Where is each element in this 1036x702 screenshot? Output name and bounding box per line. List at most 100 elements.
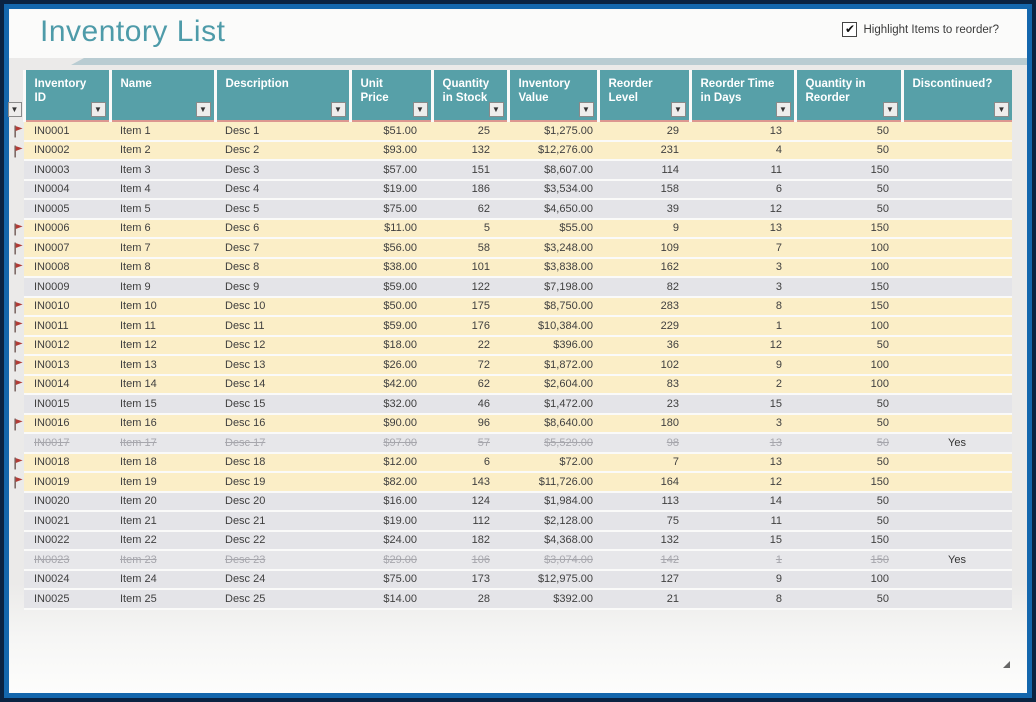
cell-qty-in-stock[interactable]: 173 (432, 569, 508, 590)
cell-discontinued[interactable] (902, 238, 1012, 259)
cell-reorder-time[interactable]: 13 (690, 121, 795, 142)
cell-reorder-time[interactable]: 1 (690, 316, 795, 337)
cell-reorder-time[interactable]: 8 (690, 296, 795, 317)
cell-inventory-id[interactable]: IN0007 (24, 238, 110, 259)
cell-description[interactable]: Desc 3 (215, 160, 350, 181)
cell-reorder-level[interactable]: 142 (598, 550, 690, 571)
cell-reorder-time[interactable]: 15 (690, 394, 795, 415)
cell-name[interactable]: Item 1 (110, 121, 215, 142)
filter-dropdown[interactable]: ▼ (330, 102, 346, 117)
cell-inventory-value[interactable]: $4,650.00 (508, 199, 598, 220)
cell-inventory-value[interactable]: $3,534.00 (508, 179, 598, 200)
cell-unit-price[interactable]: $19.00 (350, 179, 432, 200)
cell-name[interactable]: Item 24 (110, 569, 215, 590)
filter-dropdown[interactable]: ▼ (670, 102, 686, 117)
cell-discontinued[interactable] (902, 394, 1012, 415)
column-header-reorder-level[interactable]: Reorder Level ▼ (598, 70, 692, 122)
cell-qty-in-reorder[interactable]: 50 (795, 140, 902, 161)
flag-column-header[interactable]: ▼ (7, 70, 26, 121)
cell-qty-in-stock[interactable]: 96 (432, 413, 508, 434)
cell-qty-in-stock[interactable]: 106 (432, 550, 508, 571)
cell-reorder-level[interactable]: 29 (598, 121, 690, 142)
cell-inventory-value[interactable]: $7,198.00 (508, 277, 598, 298)
cell-qty-in-reorder[interactable]: 50 (795, 413, 902, 434)
cell-reorder-time[interactable]: 12 (690, 472, 795, 493)
cell-name[interactable]: Item 21 (110, 511, 215, 532)
cell-name[interactable]: Item 17 (110, 433, 215, 454)
cell-description[interactable]: Desc 17 (215, 433, 350, 454)
cell-qty-in-reorder[interactable]: 150 (795, 472, 902, 493)
cell-qty-in-stock[interactable]: 62 (432, 374, 508, 395)
filter-dropdown[interactable]: ▼ (488, 102, 504, 117)
cell-qty-in-reorder[interactable]: 150 (795, 550, 902, 571)
cell-reorder-time[interactable]: 3 (690, 277, 795, 298)
cell-name[interactable]: Item 9 (110, 277, 215, 298)
cell-discontinued[interactable] (902, 374, 1012, 395)
cell-qty-in-reorder[interactable]: 150 (795, 296, 902, 317)
cell-reorder-level[interactable]: 23 (598, 394, 690, 415)
cell-name[interactable]: Item 23 (110, 550, 215, 571)
column-header-discontinued[interactable]: Discontinued? ▼ (902, 70, 1012, 122)
cell-reorder-time[interactable]: 13 (690, 452, 795, 473)
cell-qty-in-stock[interactable]: 151 (432, 160, 508, 181)
cell-discontinued[interactable] (902, 413, 1012, 434)
cell-qty-in-stock[interactable]: 28 (432, 589, 508, 610)
cell-inventory-value[interactable]: $11,726.00 (508, 472, 598, 493)
cell-qty-in-stock[interactable]: 176 (432, 316, 508, 337)
cell-qty-in-reorder[interactable]: 150 (795, 160, 902, 181)
cell-inventory-id[interactable]: IN0021 (24, 511, 110, 532)
cell-qty-in-reorder[interactable]: 100 (795, 316, 902, 337)
cell-reorder-time[interactable]: 11 (690, 511, 795, 532)
cell-unit-price[interactable]: $59.00 (350, 316, 432, 337)
cell-inventory-id[interactable]: IN0013 (24, 355, 110, 376)
cell-description[interactable]: Desc 10 (215, 296, 350, 317)
cell-qty-in-reorder[interactable]: 50 (795, 335, 902, 356)
cell-inventory-id[interactable]: IN0002 (24, 140, 110, 161)
cell-qty-in-stock[interactable]: 46 (432, 394, 508, 415)
cell-qty-in-reorder[interactable]: 150 (795, 218, 902, 239)
cell-qty-in-reorder[interactable]: 100 (795, 355, 902, 376)
cell-reorder-level[interactable]: 83 (598, 374, 690, 395)
cell-qty-in-stock[interactable]: 101 (432, 257, 508, 278)
cell-reorder-time[interactable]: 9 (690, 355, 795, 376)
cell-reorder-time[interactable]: 1 (690, 550, 795, 571)
cell-inventory-id[interactable]: IN0010 (24, 296, 110, 317)
cell-reorder-level[interactable]: 162 (598, 257, 690, 278)
cell-inventory-id[interactable]: IN0024 (24, 569, 110, 590)
cell-reorder-time[interactable]: 11 (690, 160, 795, 181)
cell-name[interactable]: Item 19 (110, 472, 215, 493)
cell-reorder-time[interactable]: 2 (690, 374, 795, 395)
cell-qty-in-reorder[interactable]: 50 (795, 452, 902, 473)
cell-qty-in-reorder[interactable]: 50 (795, 394, 902, 415)
cell-name[interactable]: Item 3 (110, 160, 215, 181)
cell-name[interactable]: Item 11 (110, 316, 215, 337)
cell-qty-in-reorder[interactable]: 50 (795, 121, 902, 142)
cell-reorder-time[interactable]: 14 (690, 491, 795, 512)
cell-unit-price[interactable]: $29.00 (350, 550, 432, 571)
cell-inventory-value[interactable]: $8,750.00 (508, 296, 598, 317)
cell-inventory-value[interactable]: $3,248.00 (508, 238, 598, 259)
cell-reorder-time[interactable]: 7 (690, 238, 795, 259)
cell-reorder-time[interactable]: 15 (690, 530, 795, 551)
cell-unit-price[interactable]: $56.00 (350, 238, 432, 259)
filter-dropdown[interactable]: ▼ (90, 102, 106, 117)
cell-inventory-id[interactable]: IN0017 (24, 433, 110, 454)
cell-discontinued[interactable] (902, 530, 1012, 551)
cell-inventory-id[interactable]: IN0019 (24, 472, 110, 493)
table-resize-handle[interactable] (1003, 661, 1010, 668)
cell-inventory-value[interactable]: $2,128.00 (508, 511, 598, 532)
cell-qty-in-reorder[interactable]: 50 (795, 199, 902, 220)
cell-name[interactable]: Item 7 (110, 238, 215, 259)
filter-dropdown[interactable]: ▼ (7, 102, 22, 117)
column-header-inventory-value[interactable]: Inventory Value ▼ (508, 70, 600, 122)
cell-qty-in-stock[interactable]: 25 (432, 121, 508, 142)
cell-discontinued[interactable] (902, 452, 1012, 473)
cell-name[interactable]: Item 18 (110, 452, 215, 473)
cell-unit-price[interactable]: $26.00 (350, 355, 432, 376)
cell-qty-in-reorder[interactable]: 150 (795, 277, 902, 298)
cell-reorder-level[interactable]: 102 (598, 355, 690, 376)
filter-dropdown[interactable]: ▼ (882, 102, 898, 117)
cell-inventory-id[interactable]: IN0025 (24, 589, 110, 610)
cell-description[interactable]: Desc 4 (215, 179, 350, 200)
cell-unit-price[interactable]: $51.00 (350, 121, 432, 142)
